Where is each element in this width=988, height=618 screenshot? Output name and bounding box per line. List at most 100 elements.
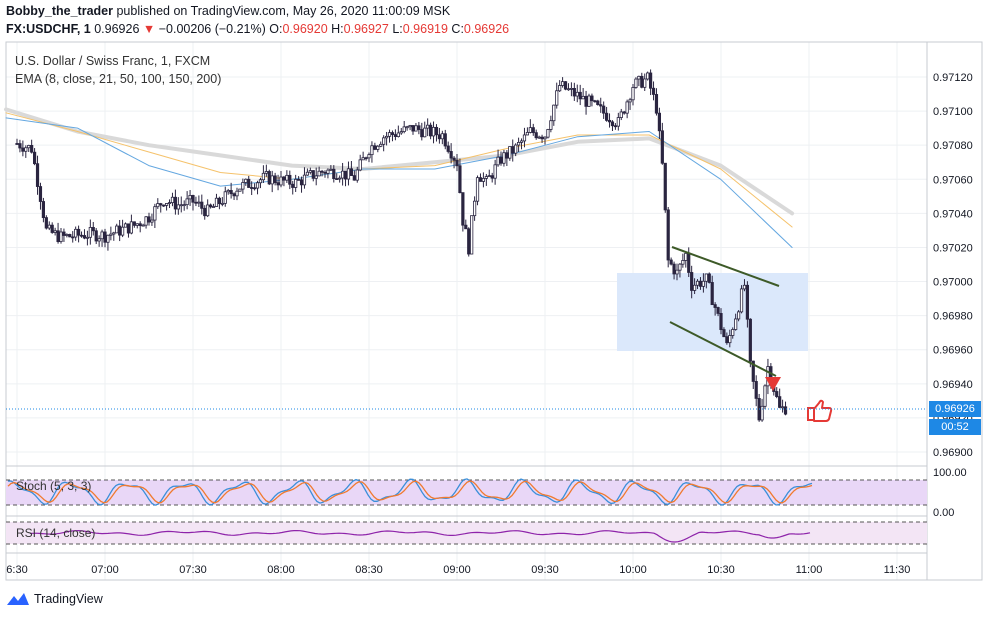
candle: [484, 173, 488, 186]
candle-body: [338, 177, 342, 180]
candle: [296, 176, 301, 181]
candle-body: [725, 336, 729, 344]
candle-body: [346, 168, 351, 180]
candle: [379, 141, 383, 148]
candle: [525, 127, 530, 136]
candle: [742, 279, 747, 292]
candle-body: [704, 273, 708, 282]
candle-body: [728, 335, 732, 344]
candle-body: [182, 204, 186, 207]
candle: [663, 162, 667, 213]
candle: [461, 192, 465, 232]
candle-body: [335, 178, 339, 180]
candle-body: [138, 223, 142, 226]
candle-body: [141, 224, 145, 227]
candle-body: [684, 252, 688, 261]
candle-body: [314, 175, 318, 179]
candle-body: [754, 381, 758, 399]
candle-body: [305, 171, 310, 176]
candle: [387, 129, 392, 143]
time-tick-label: 08:30: [355, 564, 383, 576]
candle-body: [605, 112, 609, 121]
tradingview-brand[interactable]: TradingView: [6, 592, 103, 606]
candle-body: [250, 187, 254, 189]
candle: [367, 152, 371, 163]
candle-body: [30, 145, 34, 153]
low-label: L:: [392, 22, 403, 36]
price-tick-label: 0.97120: [933, 72, 973, 84]
candle-body: [657, 112, 662, 132]
candle-body: [200, 201, 204, 209]
time-axis[interactable]: 6:30 07:00 07:30 08:00 08:30 09:00 09:30 10:00 1…: [6, 564, 910, 576]
candle-body: [41, 201, 46, 219]
candle-body: [197, 201, 201, 204]
candle-body: [367, 154, 371, 159]
candle-body: [340, 170, 345, 179]
candle-body: [387, 132, 392, 137]
candle: [170, 192, 175, 207]
candle: [167, 199, 172, 209]
candle-body: [748, 318, 752, 362]
ema-legend[interactable]: EMA (8, close, 21, 50, 100, 150, 200): [15, 72, 222, 86]
candle-body: [323, 171, 327, 174]
candle-body: [167, 202, 172, 204]
candle: [191, 194, 195, 211]
candle-body: [135, 223, 139, 226]
candle-body: [552, 104, 556, 122]
channel-lower-line[interactable]: [669, 321, 777, 377]
candle: [94, 228, 98, 245]
candle-body: [555, 90, 559, 106]
candle: [517, 137, 521, 152]
candle: [452, 156, 456, 169]
candle: [214, 193, 219, 207]
candle: [552, 104, 556, 126]
candle: [156, 198, 160, 209]
author-name[interactable]: Bobby_the_trader: [6, 4, 113, 18]
candle-body: [68, 234, 72, 238]
candle-body: [610, 121, 615, 127]
candle: [273, 172, 277, 186]
candle-body: [24, 147, 28, 152]
candle: [41, 197, 46, 223]
candle-body: [191, 195, 195, 203]
candle: [631, 84, 635, 106]
instrument-legend[interactable]: U.S. Dollar / Swiss Franc, 1, FXCM: [15, 54, 211, 68]
candle-body: [103, 231, 107, 243]
candle-body: [663, 162, 667, 211]
candle: [555, 82, 559, 109]
candle-body: [637, 75, 641, 80]
candle: [543, 136, 547, 145]
candle: [294, 174, 298, 192]
candle-body: [329, 168, 333, 171]
sell-arrow-icon[interactable]: [765, 377, 781, 391]
candle: [610, 120, 615, 131]
candle-body: [502, 152, 506, 164]
candle: [778, 388, 782, 409]
candle: [707, 272, 711, 284]
rsi-legend[interactable]: RSI (14, close): [16, 526, 96, 540]
candle: [657, 107, 662, 140]
candle: [731, 327, 735, 339]
candle: [511, 139, 515, 162]
candle: [472, 196, 477, 221]
candle-body: [71, 236, 75, 239]
candle-body: [484, 176, 488, 179]
candle-body: [405, 126, 409, 129]
candle-body: [109, 233, 113, 236]
candle: [317, 166, 321, 177]
thumbs-up-icon[interactable]: [807, 399, 833, 422]
candle-body: [531, 127, 535, 134]
time-tick-label: 10:30: [707, 564, 735, 576]
candle: [405, 125, 409, 131]
candle: [267, 169, 271, 186]
candle: [710, 275, 714, 306]
stoch-legend[interactable]: Stoch (5, 3, 3): [16, 479, 92, 493]
channel-upper-line[interactable]: [671, 246, 780, 287]
candle-body: [373, 145, 377, 150]
candle-body: [358, 159, 362, 171]
candle: [71, 231, 75, 243]
candle-body: [602, 105, 606, 114]
candle: [261, 165, 266, 183]
candle: [690, 265, 694, 299]
